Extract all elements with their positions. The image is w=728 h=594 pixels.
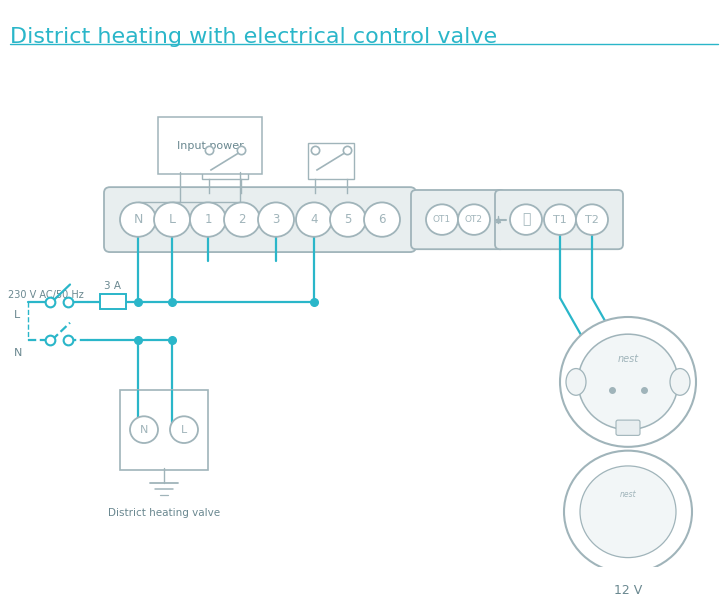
Text: T1: T1 [553,214,567,225]
Text: L: L [168,213,175,226]
Circle shape [364,203,400,237]
FancyBboxPatch shape [100,294,126,309]
Circle shape [296,203,332,237]
Text: 5: 5 [344,213,352,226]
Text: N: N [133,213,143,226]
FancyBboxPatch shape [202,143,248,179]
Text: 3: 3 [272,213,280,226]
Text: OT2: OT2 [465,215,483,224]
Circle shape [190,203,226,237]
FancyBboxPatch shape [495,190,623,249]
Text: 6: 6 [379,213,386,226]
Circle shape [120,203,156,237]
Text: T2: T2 [585,214,599,225]
Text: N: N [14,348,23,358]
FancyBboxPatch shape [104,187,416,252]
FancyBboxPatch shape [120,390,208,470]
Text: L: L [181,425,187,435]
Circle shape [154,203,190,237]
Text: 2: 2 [238,213,246,226]
FancyBboxPatch shape [411,190,505,249]
FancyBboxPatch shape [308,143,354,179]
Text: 3 A: 3 A [104,281,121,290]
Circle shape [330,203,366,237]
Text: N: N [140,425,149,435]
FancyBboxPatch shape [616,420,640,435]
Text: District heating with electrical control valve: District heating with electrical control… [10,27,497,47]
Circle shape [544,204,576,235]
Circle shape [510,204,542,235]
Text: 230 V AC/50 Hz: 230 V AC/50 Hz [8,290,84,300]
Circle shape [130,416,158,443]
Circle shape [458,204,490,235]
Circle shape [426,204,458,235]
Ellipse shape [566,368,586,395]
Circle shape [564,451,692,573]
Text: OT1: OT1 [433,215,451,224]
Circle shape [580,466,676,558]
Circle shape [224,203,260,237]
Text: 12 V: 12 V [614,584,642,594]
Text: nest: nest [617,354,638,364]
Circle shape [258,203,294,237]
Circle shape [560,317,696,447]
Circle shape [578,334,678,429]
Text: ⏚: ⏚ [522,213,530,226]
Circle shape [170,416,198,443]
Circle shape [576,204,608,235]
Text: 1: 1 [205,213,212,226]
Text: 4: 4 [310,213,317,226]
Text: Input power: Input power [177,141,243,151]
Text: L: L [14,310,20,320]
Ellipse shape [670,368,690,395]
Text: nest: nest [620,490,636,499]
FancyBboxPatch shape [158,118,262,174]
Text: District heating valve: District heating valve [108,508,220,518]
